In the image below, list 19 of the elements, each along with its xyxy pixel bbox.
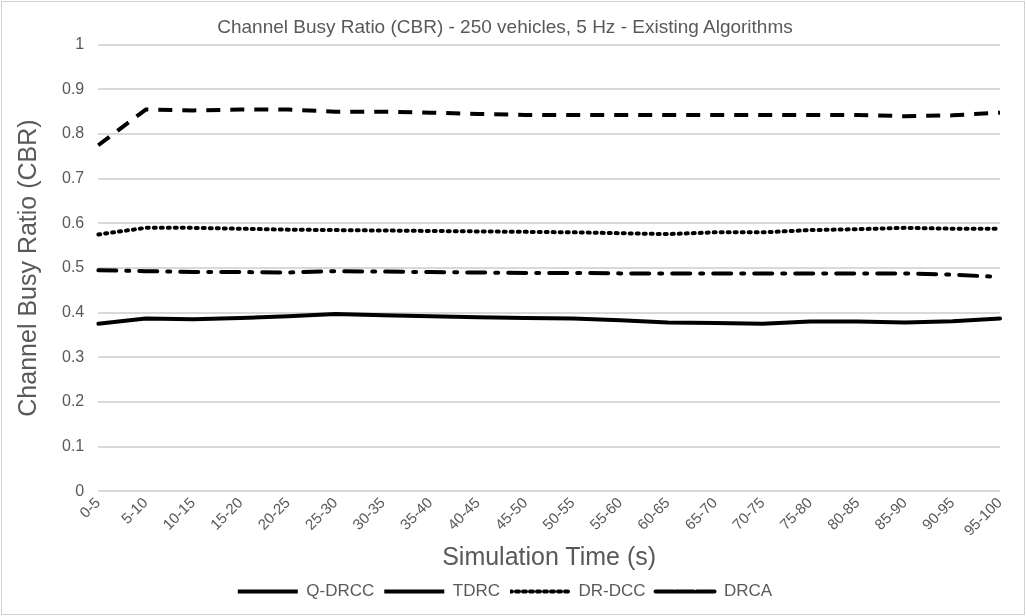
- legend-label: TDRC: [452, 581, 500, 601]
- line-series: [96, 107, 1002, 148]
- y-tick-label: 0: [75, 481, 85, 499]
- y-tick-label: 0.5: [61, 258, 85, 276]
- y-tick-label: 1: [75, 35, 85, 53]
- legend-label: Q-DRCC: [306, 581, 375, 601]
- x-axis-title: Simulation Time (s): [442, 541, 657, 570]
- y-tick-label: 0.9: [61, 79, 85, 97]
- chart-title: Channel Busy Ratio (CBR) - 250 vehicles, 5 Hz - Existing Algorithms: [217, 15, 793, 37]
- y-tick-label: 0.4: [61, 303, 85, 321]
- legend-label: DR-DCC: [578, 581, 646, 601]
- y-tick-label: 0.2: [61, 392, 85, 410]
- y-tick-label: 0.8: [61, 124, 85, 142]
- y-tick-label: 0.6: [61, 213, 85, 231]
- y-tick-label: 0.7: [61, 169, 85, 187]
- legend-label: DRCA: [724, 581, 773, 601]
- y-axis-title: Channel Busy Ratio (CBR): [12, 119, 41, 417]
- y-tick-label: 0.3: [61, 347, 85, 365]
- y-tick-label: 0.1: [61, 437, 85, 455]
